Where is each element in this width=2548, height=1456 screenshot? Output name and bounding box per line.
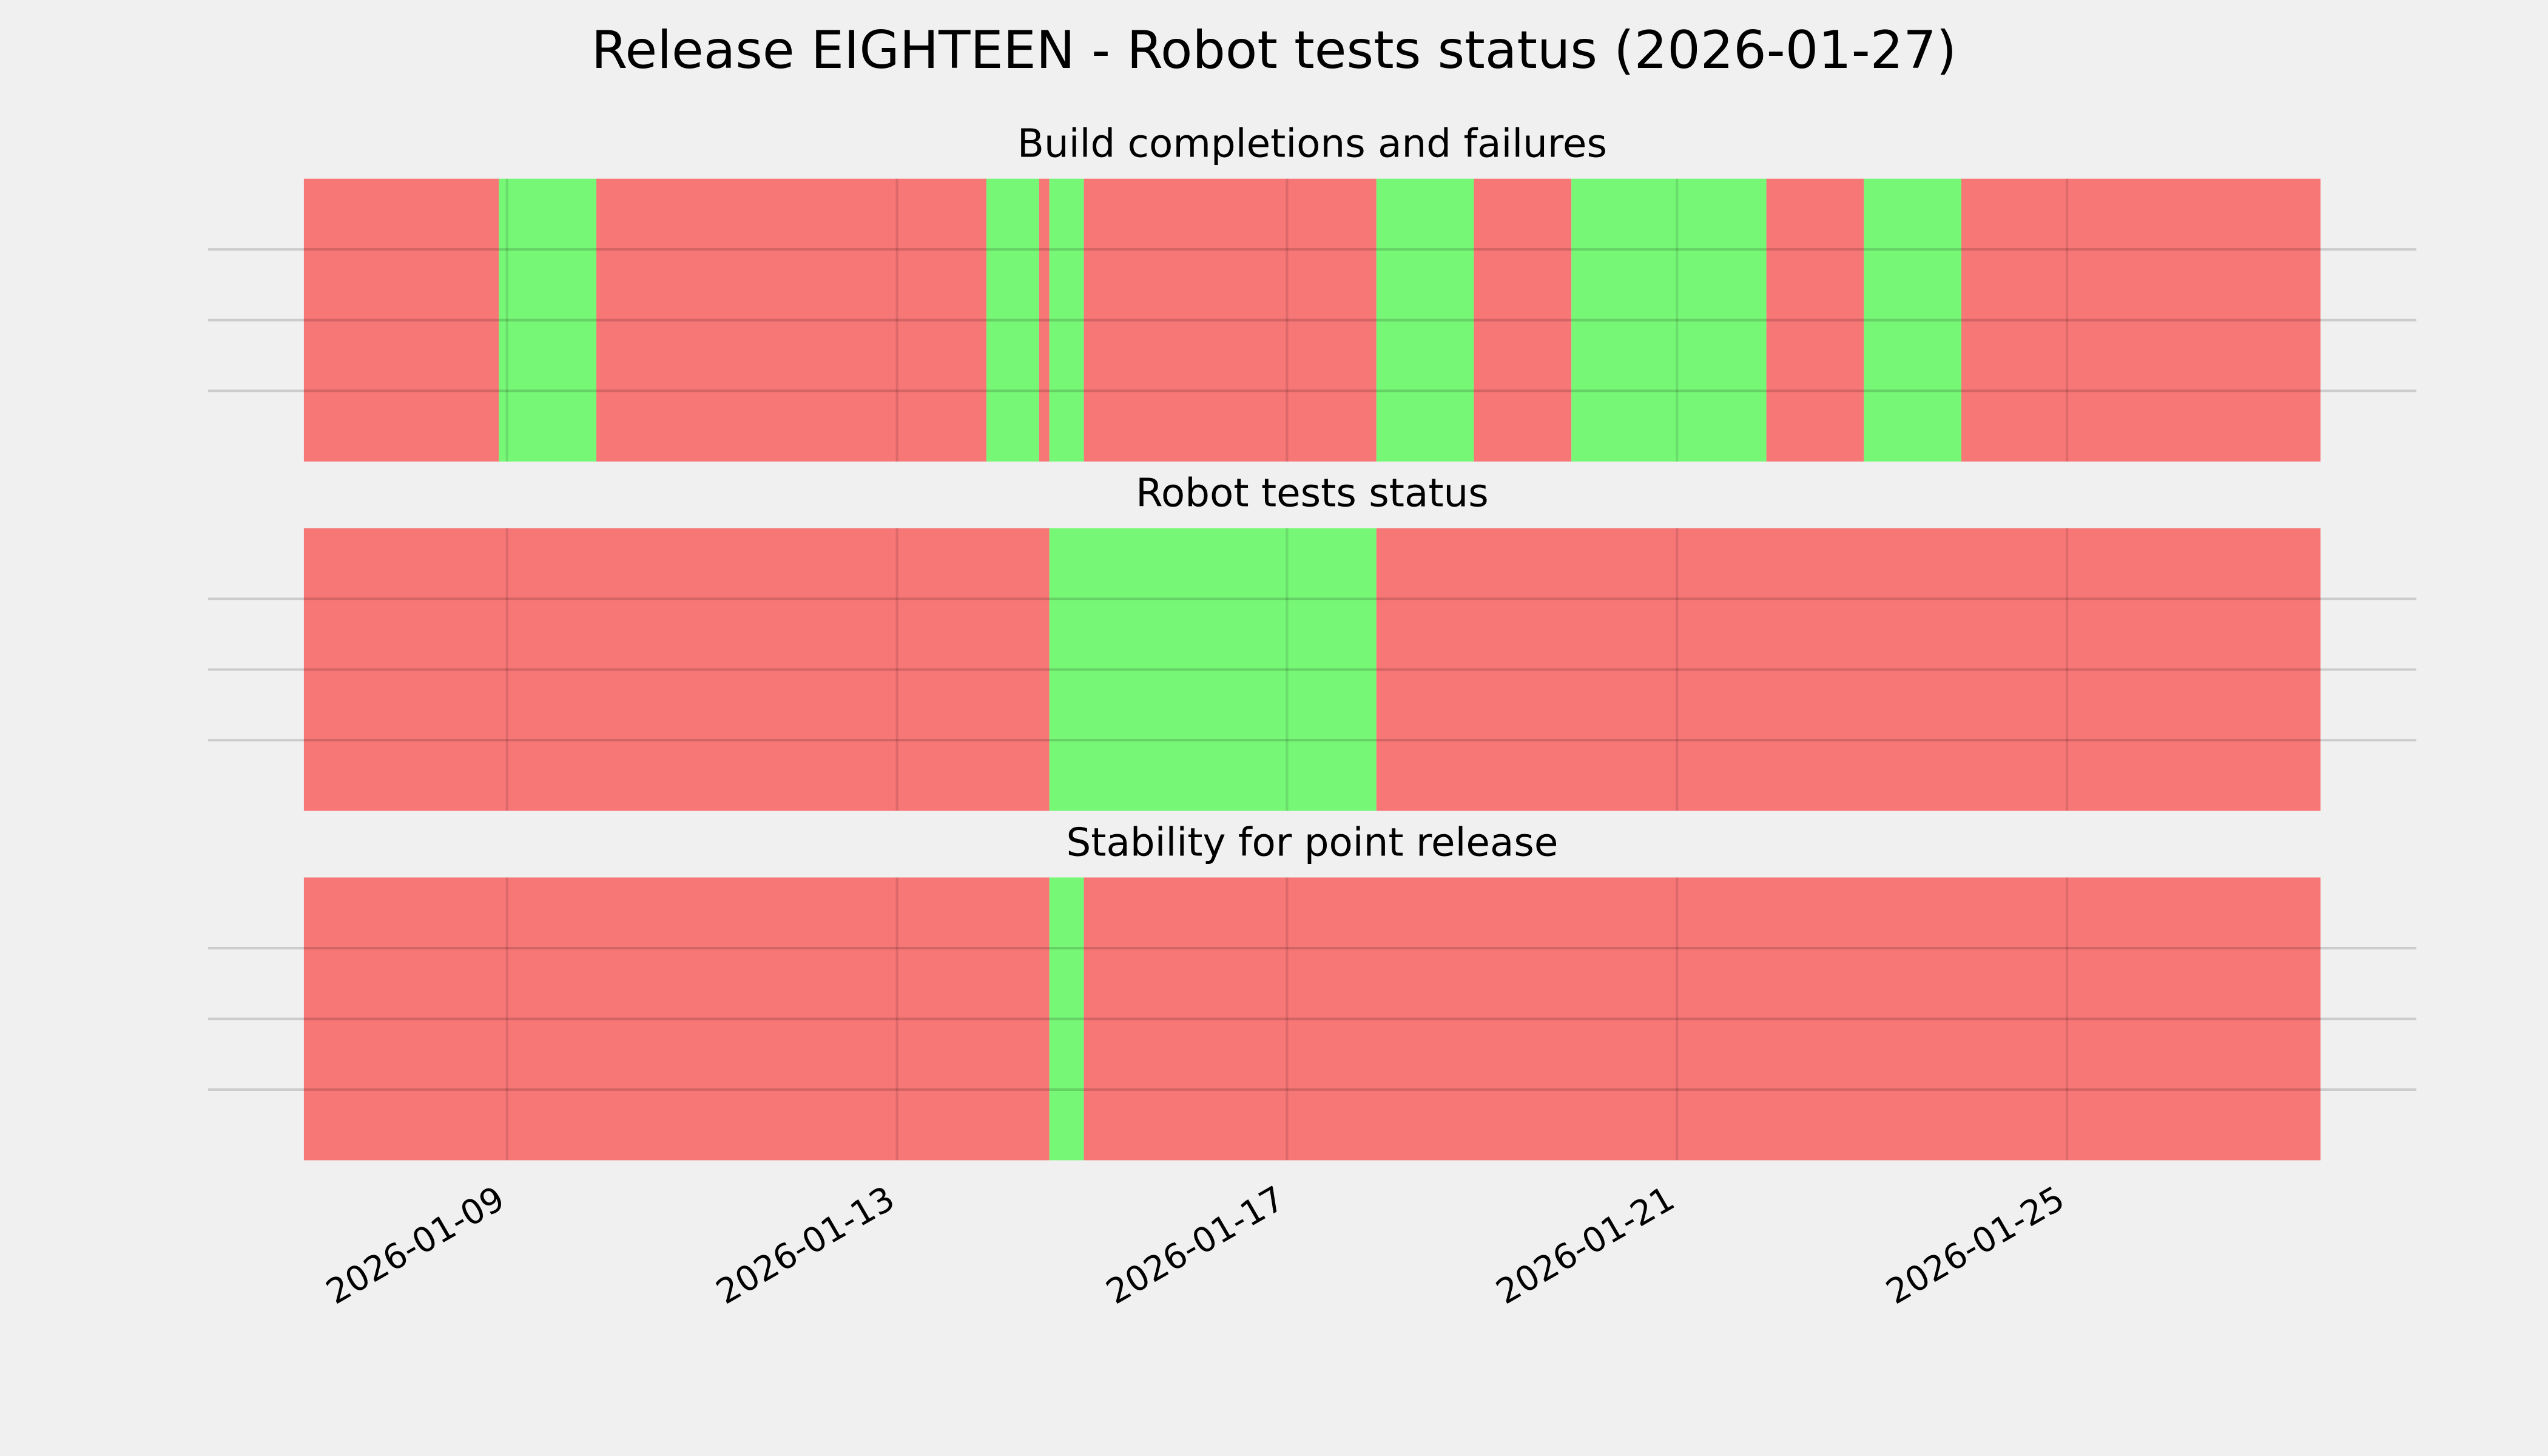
status-span <box>303 528 1050 811</box>
status-span <box>303 178 499 462</box>
panel-title: Robot tests status <box>1136 471 1489 516</box>
status-span <box>986 178 1039 462</box>
status-span <box>1049 877 1084 1161</box>
status-span <box>596 178 986 462</box>
status-span <box>1049 178 1084 462</box>
status-span <box>1376 528 2320 811</box>
status-span <box>1571 178 1767 462</box>
status-span <box>1084 877 2320 1161</box>
status-span <box>1766 178 1864 462</box>
panel-title: Build completions and failures <box>1017 121 1607 167</box>
status-span <box>1961 178 2320 462</box>
status-span <box>1084 178 1377 462</box>
status-span <box>1376 178 1474 462</box>
chart-title: Release EIGHTEEN - Robot tests status (2… <box>592 20 1956 81</box>
status-span <box>1049 528 1377 811</box>
status-span <box>303 877 1050 1161</box>
status-span <box>1474 178 1572 462</box>
status-span <box>1864 178 1962 462</box>
panel-title: Stability for point release <box>1067 820 1559 865</box>
status-span <box>1039 178 1050 462</box>
status-span <box>499 178 597 462</box>
